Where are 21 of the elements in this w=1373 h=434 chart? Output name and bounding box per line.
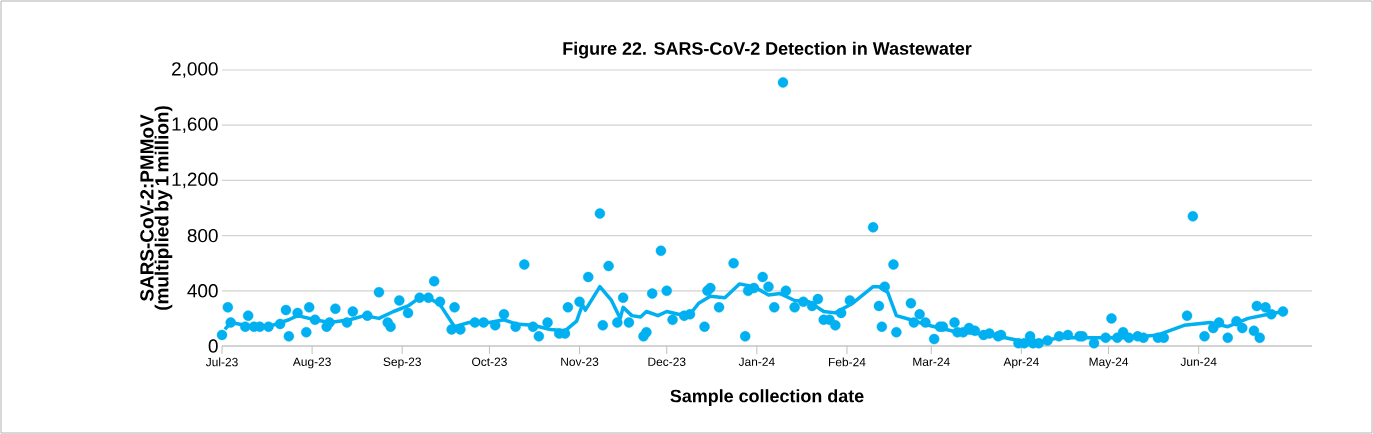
x-tick-label: Dec-23 <box>648 357 686 366</box>
x-tick-label: Jun-24 <box>1180 357 1217 366</box>
x-tick-label: Aug-23 <box>292 357 331 369</box>
x-axis-title: Sample collection date <box>670 389 864 406</box>
y-tick-label: 1,600 <box>172 117 218 134</box>
y-tick-label: 2,000 <box>172 62 218 78</box>
chart-title: Figure 22. SARS-CoV-2 Detection in Wastewater <box>563 41 972 59</box>
x-tick-label: Apr-24 <box>1003 357 1039 369</box>
x-tick-label: Jul-23 <box>205 357 238 367</box>
y-axis-title: SARS-CoV-2:PMMoV (multiplied by 1 million) <box>140 106 173 310</box>
x-tick-label: Nov-23 <box>561 357 599 366</box>
y-tick-label: 800 <box>187 228 218 243</box>
x-tick-label: Jan-24 <box>738 357 775 366</box>
y-tick-label: 1,200 <box>172 172 218 189</box>
x-tick-label: Oct-23 <box>472 357 507 366</box>
x-tick-label: Sep-23 <box>383 357 421 369</box>
x-tick-label: Mar-24 <box>913 357 950 366</box>
x-tick-label: Feb-24 <box>829 357 866 367</box>
x-tick-label: May-24 <box>1089 357 1129 369</box>
y-tick-label: 0 <box>208 339 218 353</box>
y-tick-label: 400 <box>187 284 218 298</box>
